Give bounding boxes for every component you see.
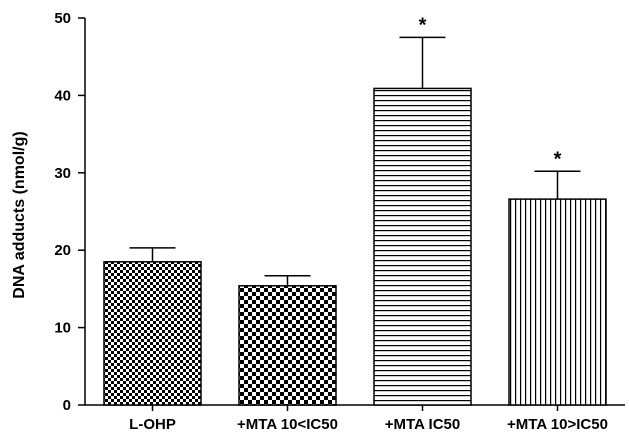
significance-marker-3: * [419, 14, 427, 36]
x-tick-label: +MTA 10>IC50 [507, 416, 608, 433]
y-axis-title: DNA adducts (nmol/g) [11, 131, 28, 298]
y-tick-label: 50 [54, 10, 71, 27]
x-tick-label: +MTA IC50 [385, 416, 460, 433]
bar-3 [373, 87, 472, 406]
bars-group [103, 87, 607, 406]
x-tick-label: +MTA 10<IC50 [237, 416, 338, 433]
bar-4 [508, 198, 607, 406]
annotations-group: ** [419, 14, 562, 170]
x-axis: L-OHP +MTA 10<IC50 +MTA IC50 +MTA 10>IC50 [85, 404, 625, 433]
bar-1 [103, 261, 202, 406]
x-tick-label: L-OHP [129, 416, 176, 433]
y-tick-label: 0 [63, 397, 71, 414]
bar-2 [238, 285, 337, 406]
y-tick-label: 40 [54, 87, 71, 104]
significance-marker-4: * [554, 148, 562, 170]
error-bars-group [129, 36, 581, 286]
y-tick-label: 30 [54, 165, 71, 182]
y-axis: 0 10 20 30 40 50 [54, 10, 86, 414]
y-tick-label: 10 [54, 320, 71, 337]
y-tick-label: 20 [54, 242, 71, 259]
